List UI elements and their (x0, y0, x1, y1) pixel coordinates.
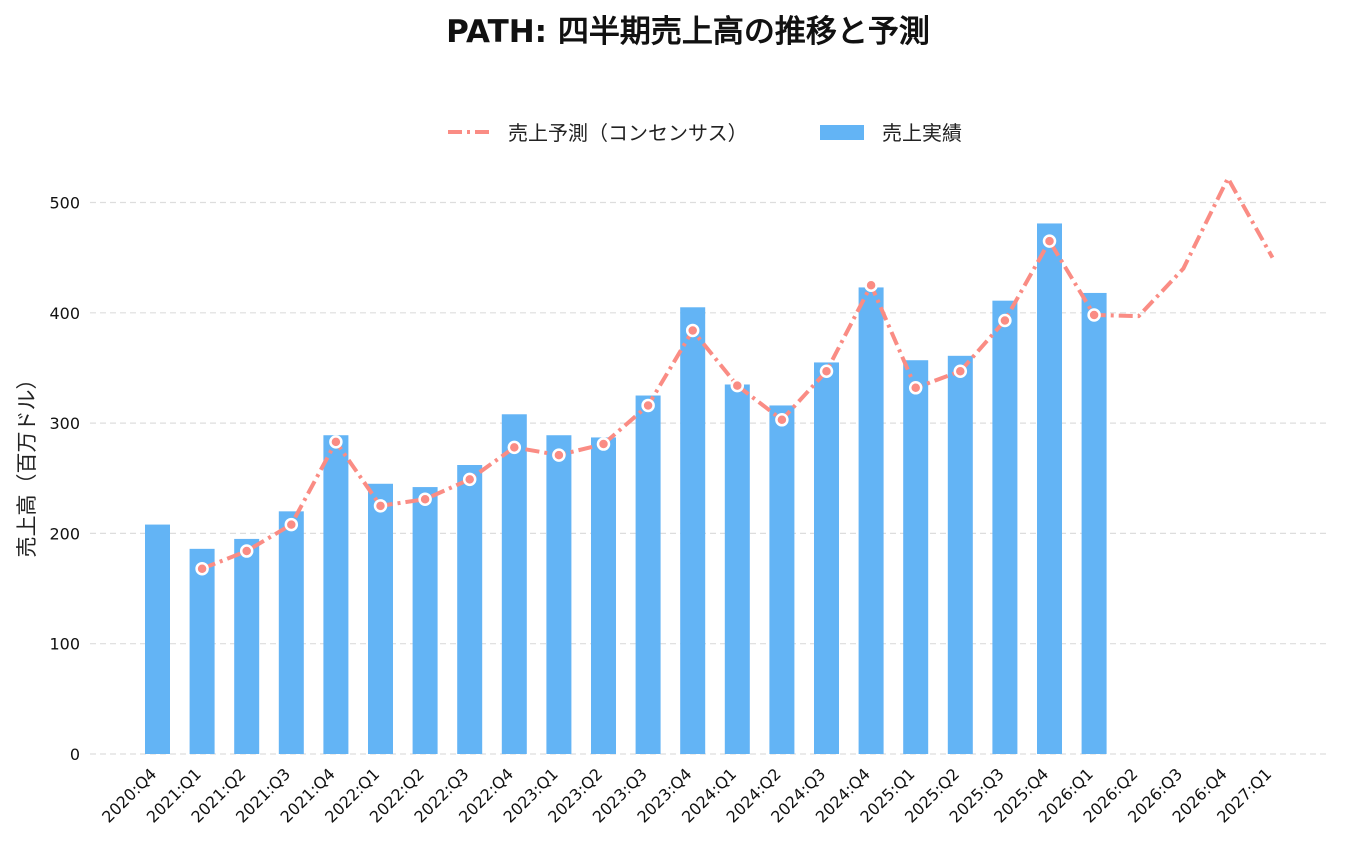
forecast-point-2025:Q3 (998, 313, 1012, 328)
forecast-point-2021:Q3 (284, 517, 299, 532)
y-tick-label: 400 (49, 304, 80, 323)
bar-actual-2020:Q4 (145, 524, 170, 754)
bar-actual-2025:Q3 (992, 300, 1018, 754)
forecast-line-series (195, 176, 1275, 576)
bar-actual-2021:Q4 (323, 435, 349, 754)
forecast-point-2021:Q4 (329, 435, 343, 449)
legend-forecast-label: 売上予測（コンセンサス） (508, 121, 748, 145)
forecast-point-2025:Q4 (1042, 234, 1057, 248)
y-tick-label: 200 (49, 524, 80, 543)
forecast-point-2022:Q4 (507, 440, 522, 455)
bar-actual-2023:Q2 (591, 437, 616, 754)
forecast-point-2022:Q3 (462, 472, 477, 487)
bar-actual-2024:Q2 (769, 405, 795, 754)
bar-actual-2022:Q1 (368, 483, 393, 754)
bar-actual-2024:Q3 (814, 362, 839, 754)
forecast-point-2021:Q2 (239, 544, 254, 558)
bar-actual-2026:Q1 (1081, 292, 1107, 754)
x-axis-ticks: 2020:Q42021:Q12021:Q22021:Q32021:Q42022:… (98, 764, 1275, 826)
forecast-point-2024:Q2 (775, 413, 789, 427)
bar-actual-2021:Q1 (189, 548, 215, 754)
y-tick-label: 0 (70, 745, 80, 764)
bar-actual-2022:Q4 (501, 414, 527, 754)
bar-actual-2023:Q1 (546, 435, 572, 754)
y-axis-label: 売上高（百万ドル） (15, 369, 39, 558)
bar-actual-2022:Q3 (457, 465, 483, 754)
bar-actual-2021:Q3 (278, 511, 304, 754)
bar-actual-2025:Q1 (903, 360, 929, 754)
bar-actual-2023:Q3 (635, 395, 661, 754)
bar-actual-2024:Q4 (858, 287, 884, 754)
forecast-point-2025:Q1 (908, 381, 923, 395)
y-axis-ticks: 0 100 200 300 400 500 (49, 194, 80, 765)
forecast-point-2026:Q1 (1087, 308, 1101, 322)
y-tick-label: 300 (49, 414, 80, 433)
legend-actual-label: 売上実績 (882, 121, 962, 145)
bar-actual-2025:Q2 (947, 355, 973, 754)
forecast-point-2024:Q4 (864, 278, 878, 292)
forecast-point-2022:Q2 (418, 492, 432, 506)
bar-actual-2025:Q4 (1037, 223, 1062, 754)
forecast-point-2025:Q2 (953, 364, 968, 379)
bar-actual-2022:Q2 (412, 487, 438, 754)
y-tick-label: 500 (49, 194, 80, 213)
grid (90, 201, 1330, 755)
y-tick-label: 100 (49, 635, 80, 654)
forecast-point-2021:Q1 (195, 561, 209, 576)
forecast-point-2024:Q3 (819, 364, 834, 379)
bar-actual-2023:Q4 (680, 307, 706, 754)
forecast-point-2023:Q4 (685, 323, 700, 338)
chart-title: PATH: 四半期売上高の推移と予測 (446, 14, 930, 50)
forecast-point-2023:Q1 (552, 448, 566, 462)
forecast-point-2023:Q3 (641, 398, 655, 413)
forecast-point-2024:Q1 (730, 378, 745, 393)
forecast-point-2022:Q1 (373, 499, 388, 513)
bar-actual-2024:Q1 (724, 384, 750, 754)
legend-actual-swatch (820, 125, 864, 140)
forecast-point-2023:Q2 (596, 437, 611, 451)
bar-series (145, 223, 1107, 754)
legend: 売上予測（コンセンサス） 売上実績 (448, 121, 962, 145)
bar-actual-2021:Q2 (234, 538, 260, 754)
